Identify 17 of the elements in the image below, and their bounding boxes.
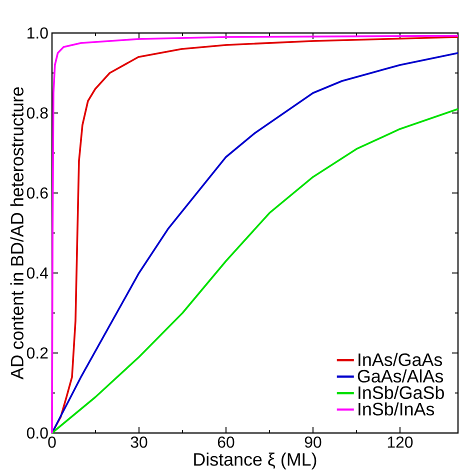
y-tick-label: 1.0 — [28, 27, 48, 39]
y-tick-label: 0.2 — [26, 347, 48, 359]
legend-label: GaAs/AlAs — [358, 369, 444, 383]
legend-label: InSb/GaSb — [358, 386, 444, 400]
x-tick-label: 0 — [48, 436, 56, 448]
x-tick-label: 30 — [130, 436, 148, 448]
legend-label: InAs/GaAs — [358, 352, 442, 366]
y-tick-label: 0.0 — [26, 427, 48, 439]
y-tick-label: 0.4 — [26, 267, 48, 279]
legend-label: InSb/InAs — [358, 402, 434, 416]
x-tick-label: 60 — [218, 436, 234, 448]
x-tick-label: 120 — [388, 436, 413, 448]
y-tick-label: 0.8 — [26, 107, 48, 119]
x-axis-title: Distance ξ (ML) — [194, 452, 316, 470]
y-tick-label: 0.6 — [26, 187, 48, 199]
y-axis-title: AD content in BD/AD heterostructure — [10, 87, 24, 380]
x-tick-label: 90 — [304, 436, 322, 448]
